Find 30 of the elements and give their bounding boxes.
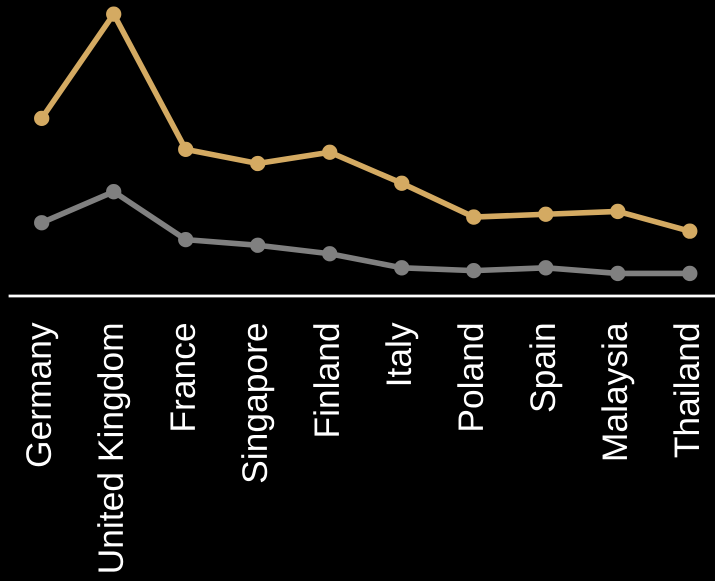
- point: [538, 206, 554, 222]
- point: [394, 176, 410, 191]
- point: [106, 6, 122, 22]
- point: [682, 266, 698, 282]
- point: [322, 144, 338, 160]
- point: [394, 260, 410, 276]
- x-tick-label: Poland: [457, 324, 484, 430]
- point: [106, 184, 122, 200]
- point: [178, 142, 194, 158]
- x-tick-label: Thailand: [673, 324, 700, 458]
- x-tick-label: Spain: [529, 324, 562, 412]
- point: [466, 209, 482, 225]
- x-tick-label: Germany: [26, 322, 58, 466]
- point: [610, 204, 626, 220]
- point: [466, 262, 482, 278]
- x-tick-label: France: [170, 324, 196, 430]
- point: [178, 232, 194, 248]
- point: [682, 224, 698, 239]
- point: [34, 215, 50, 230]
- x-tick-label: Malaysia: [601, 322, 634, 460]
- point: [538, 260, 554, 276]
- x-tick-label: Italy: [385, 322, 418, 384]
- point: [610, 266, 626, 282]
- point: [250, 238, 266, 253]
- point: [250, 156, 266, 172]
- x-tick-label: Singapore: [241, 324, 274, 482]
- point: [322, 246, 338, 262]
- x-tick-label: United Kingdom: [97, 324, 130, 572]
- point: [34, 110, 50, 126]
- x-tick-label: Finland: [313, 324, 340, 436]
